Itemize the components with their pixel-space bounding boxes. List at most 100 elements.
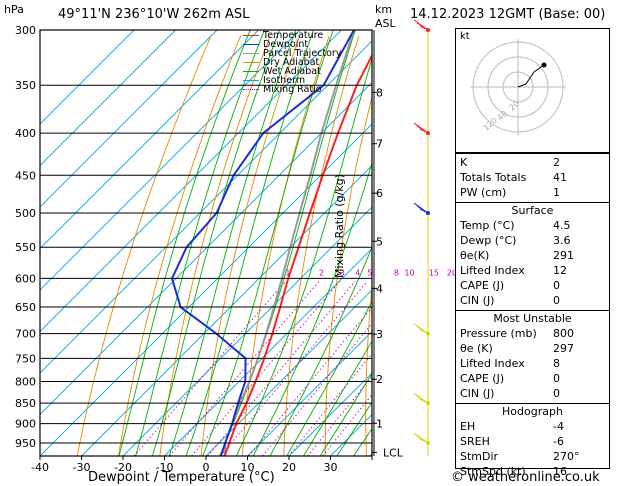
legend-label: Mixing Ratio <box>263 84 322 95</box>
mixing-ratio-label: 2 <box>319 268 324 277</box>
hodograph-endpoint <box>541 62 547 68</box>
hodograph-trace <box>517 64 545 88</box>
legend-label: Wet Adiabat <box>263 66 321 77</box>
temp-tick-label: -40 <box>31 461 49 474</box>
mixing-ratio-label: 3 <box>340 268 345 277</box>
legend-swatch <box>243 35 259 36</box>
pressure-tick-label: 750 <box>15 352 36 365</box>
index-row: CAPE (J) 0 <box>460 279 605 294</box>
legend-item: Isotherm <box>243 76 305 86</box>
wind-barb <box>413 122 430 136</box>
isotherm-line <box>122 206 372 456</box>
isotherm-line <box>40 40 372 374</box>
hpa-label: hPa <box>4 3 24 16</box>
isotherm-line <box>40 123 372 456</box>
wind-barb <box>413 19 430 32</box>
legend-swatch <box>243 80 259 81</box>
legend-label: Dry Adiabat <box>263 57 320 68</box>
index-value: 1 <box>553 186 560 199</box>
mixing-ratio-label: 4 <box>355 268 360 277</box>
isotherm-line <box>40 30 176 167</box>
hodograph-box: kt 20 40 120 <box>455 28 610 153</box>
index-row: SREH -6 <box>460 435 605 450</box>
mixing-ratio-label: 15 <box>429 268 439 277</box>
index-value: 0 <box>553 387 560 400</box>
index-value: 0 <box>553 294 560 307</box>
isotherm-line <box>40 30 301 291</box>
datetime-title: 14.12.2023 12GMT (Base: 00) <box>410 7 606 22</box>
legend-label: Isotherm <box>263 75 306 86</box>
dry-adiabat-line <box>241 35 330 456</box>
pressure-tick-label: 500 <box>15 207 36 220</box>
wind-barb-flag <box>419 128 429 134</box>
index-name: Lifted Index <box>460 264 525 277</box>
temp-tick-label: 0 <box>203 461 210 474</box>
section-title: Surface <box>511 204 554 217</box>
wind-barb <box>413 392 430 406</box>
index-row: StmDir 270° <box>460 450 605 465</box>
index-value: 297 <box>553 342 574 355</box>
index-value: 3.6 <box>553 234 571 247</box>
pressure-tick-label: 700 <box>15 328 36 341</box>
wind-barb-flag <box>419 25 429 31</box>
legend-swatch <box>243 62 259 63</box>
index-name: EH <box>460 420 476 433</box>
isotherm-line <box>205 289 372 456</box>
index-row: Temp (°C) 4.5 <box>460 219 605 234</box>
dry-adiabat-line <box>200 35 301 456</box>
index-name: θe (K) <box>460 342 493 355</box>
index-name: SREH <box>460 435 490 448</box>
index-value: 0 <box>553 372 560 385</box>
legend-label: Temperature <box>263 30 324 41</box>
mixing-ratio-line <box>133 281 286 456</box>
section-divider <box>456 202 609 203</box>
wet-adiabat-line <box>302 340 372 456</box>
wind-barb-flag <box>419 398 429 404</box>
location-title: 49°11'N 236°10'W 262m ASL <box>58 7 250 22</box>
temp-tick-label: 30 <box>324 461 338 474</box>
index-row: θe (K) 297 <box>460 342 605 357</box>
index-value: -6 <box>553 435 564 448</box>
index-value: 270° <box>553 450 580 463</box>
index-value: 800 <box>553 327 574 340</box>
index-row: CAPE (J) 0 <box>460 372 605 387</box>
wind-barb <box>413 202 430 216</box>
wind-barb-flag <box>419 329 429 335</box>
index-row: PW (cm) 1 <box>460 186 605 201</box>
isotherm-line <box>40 81 372 416</box>
km-label: km <box>375 3 393 16</box>
wind-barb <box>413 323 430 336</box>
index-name: StmDir <box>460 450 499 463</box>
index-name: CAPE (J) <box>460 279 505 292</box>
legend-swatch <box>243 71 259 72</box>
isotherm-line <box>164 247 372 456</box>
index-name: Lifted Index <box>460 357 525 370</box>
isotherm-line <box>40 30 218 208</box>
index-value: 8 <box>553 357 560 370</box>
pressure-tick-label: 950 <box>15 437 36 450</box>
temp-tick-label: 20 <box>282 461 296 474</box>
pressure-tick-label: 850 <box>15 397 36 410</box>
index-row: CIN (J) 0 <box>460 387 605 402</box>
index-name: PW (cm) <box>460 186 507 199</box>
legend-item: Wet Adiabat <box>243 67 321 77</box>
index-name: Totals Totals <box>460 171 527 184</box>
index-name: Dewp (°C) <box>460 234 517 247</box>
temp-tick-label: 10 <box>241 461 255 474</box>
wet-adiabat-line <box>118 30 251 456</box>
dry-adiabat-line <box>118 35 242 456</box>
wet-adiabat-line <box>336 401 372 456</box>
legend-swatch <box>243 44 259 45</box>
km-tick-label: 2 <box>376 373 383 386</box>
pressure-tick-label: 350 <box>15 79 36 92</box>
hodograph-ring-label: 120 <box>482 116 499 133</box>
pressure-tick-label: 450 <box>15 169 36 182</box>
mixing-ratio-label: 8 <box>394 268 399 277</box>
pressure-tick-label: 400 <box>15 127 36 140</box>
index-value: 4.5 <box>553 219 571 232</box>
wet-adiabat-line <box>319 372 372 456</box>
mixing-ratio-axis-label: Mixing Ratio (g/kg) <box>333 174 346 278</box>
wind-barb-flag <box>419 438 429 444</box>
